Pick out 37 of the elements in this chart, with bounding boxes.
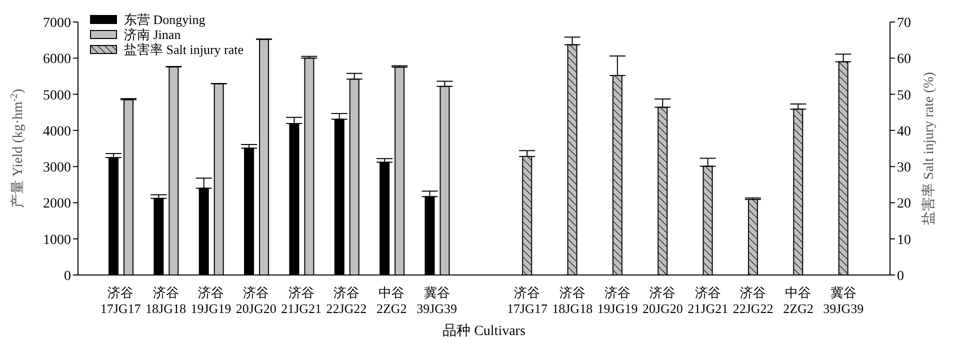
- x-tick-label: 济谷 17JG17: [506, 285, 548, 316]
- y2-tick-label: 20: [897, 196, 911, 212]
- y2-tick-label: 0: [897, 268, 904, 284]
- x-axis-title: 品种 Cultivars: [442, 323, 526, 339]
- y-tick-label: 1000: [43, 232, 71, 248]
- y-tick-label: 4000: [43, 124, 71, 140]
- x-tick-label: 济谷 20JG20: [642, 285, 683, 316]
- x-tick-label: 中谷 2ZG2: [376, 285, 407, 316]
- x-tick-label: 济谷 22JG22: [326, 285, 367, 316]
- x-tick-label: 济谷 18JG18: [146, 285, 186, 316]
- y-tick-label: 7000: [43, 16, 71, 31]
- x-tick-label: 济谷 20JG20: [236, 285, 276, 316]
- y2-tick-label: 70: [897, 16, 911, 31]
- x-tick-label: 冀谷 39JG39: [416, 285, 458, 316]
- x-tick-label: 济谷 21JG21: [688, 285, 728, 316]
- x-tick-label: 济谷 18JG18: [552, 285, 593, 316]
- y-tick-label: 3000: [43, 160, 71, 176]
- x-tick-label: 济谷 21JG21: [281, 285, 322, 316]
- y-tick-label: 5000: [43, 88, 71, 104]
- y2-tick-label: 50: [897, 88, 911, 104]
- x-tick-label: 济谷 22JG22: [732, 285, 774, 316]
- y2-axis-title: 盐害率 Salt injury rate (%): [921, 72, 937, 226]
- y-tick-label: 2000: [43, 196, 71, 212]
- x-tick-label: 冀谷 39JG39: [823, 285, 864, 316]
- y-tick-label: 0: [64, 268, 71, 284]
- y2-tick-label: 10: [897, 232, 911, 248]
- y2-tick-label: 30: [897, 160, 911, 176]
- legend-label: 盐害率 Salt injury rate: [124, 42, 244, 57]
- legend-label: 济南 Jinan: [124, 27, 181, 42]
- x-tick-label: 中谷 2ZG2: [783, 285, 814, 316]
- x-tick-label: 济谷 17JG17: [100, 285, 142, 316]
- x-tick-label: 济谷 19JG19: [190, 285, 232, 316]
- legend-label: 东营 Dongying: [124, 12, 206, 27]
- y-tick-label: 6000: [43, 52, 71, 68]
- y2-tick-label: 60: [897, 52, 911, 68]
- x-tick-label: 济谷 19JG19: [597, 285, 638, 316]
- y2-tick-label: 40: [897, 124, 911, 140]
